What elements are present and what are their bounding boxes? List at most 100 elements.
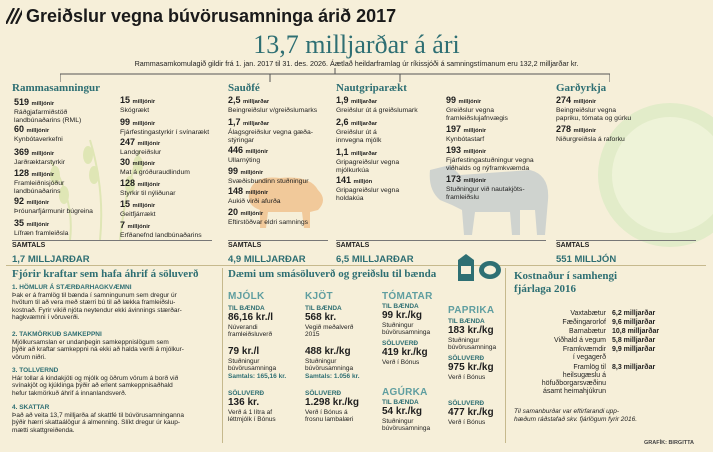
- ramma-item: 60 milljónir Kynbótaverkefni: [14, 124, 63, 144]
- nautgripa-item-value: 99 milljónir: [446, 95, 508, 107]
- budget-row-label: Viðhald á vegum: [553, 337, 606, 344]
- section-title-rammasamningur: Rammasamningur: [12, 82, 101, 94]
- nautgripa-item: 99 milljónir Greiðslur vegna framleiðsluja…: [446, 95, 508, 122]
- milk-carton-icon: [458, 254, 474, 281]
- soluverd-value: 136 kr.: [228, 397, 260, 408]
- item-label: Gripagreiðslur vegna: [336, 187, 400, 194]
- item-number: 35: [14, 218, 25, 228]
- item-number: 1,9: [336, 95, 349, 105]
- ramma-item-value: 128 milljónir: [14, 168, 64, 180]
- gardyrkja-item: 274 milljónir Beingreiðslur vegna papriku,…: [556, 95, 631, 122]
- ramma-item-value: 15 milljónir: [120, 199, 156, 211]
- item-label: Styrkir til nýliðunar: [120, 190, 176, 197]
- nautgripa-item: 2,6 milljarðar Greiðslur út á innvegna mjó…: [336, 117, 381, 144]
- item-label: Þróunarfjármunir búgreina: [14, 208, 93, 215]
- item-unit: milljarðar: [243, 121, 270, 127]
- item-label: Beingreiðslur v/greiðslumarks: [228, 107, 318, 114]
- item-label: Landgreiðslur: [120, 149, 162, 156]
- stud-desc: búvörusamninga: [228, 365, 277, 373]
- item-label: landbúnaðarins: [14, 187, 61, 195]
- item-label: Fjárfestingastuðningur vegna: [446, 157, 534, 164]
- force-body-line: Þak er á framlög til bænda í samningunum…: [12, 292, 177, 299]
- gardyrkja-item-value: 274 milljónir: [556, 95, 631, 107]
- budget-row-label: heilsugæslu á: [562, 372, 606, 379]
- soluverd-desc: Verð í Bónus: [382, 359, 420, 366]
- section-title-saudfe: Sauðfé: [228, 82, 260, 94]
- budget-row-value: 10,8 milljarðar: [612, 328, 660, 335]
- ramma-item: 99 milljónir Fjárfestingastyrkir í svínar…: [120, 117, 209, 137]
- soluverd-value: 1.298 kr./kg: [305, 397, 359, 408]
- ramma-item: 247 milljónir Landgreiðslur: [120, 137, 161, 157]
- force-body-line: Hár tollar á kindakjöti og mjólk og öðru…: [12, 375, 179, 382]
- til-baenda-desc: framleiðsluverð: [228, 331, 273, 339]
- budget-row-label: Fæðingarorlof: [562, 319, 606, 326]
- soluverd-label: SÖLUVERÐ: [448, 400, 485, 407]
- budget-row-value: 8,3 milljarðar: [612, 364, 656, 371]
- til-baenda-value: 568 kr.: [305, 312, 337, 323]
- soluverd-label: SÖLUVERÐ: [448, 355, 485, 362]
- item-unit: milljónir: [26, 222, 50, 228]
- forces-title: Fjórir kraftar sem hafa áhrif á söluverð: [12, 268, 199, 280]
- saudfe-item-value: 446 milljónir: [228, 145, 268, 157]
- item-unit: milljarðar: [351, 121, 378, 127]
- total-nautgripa: SAMTALS 6,5 MILLJARÐAR: [336, 240, 546, 267]
- item-label: Ráðgjafarmiðstöð: [14, 109, 68, 116]
- item-number: 193: [446, 145, 462, 155]
- budget-row-value: 9,6 milljarðar: [612, 319, 656, 326]
- stud-value: 79 kr./l: [228, 346, 260, 357]
- total-gardyrkja: SAMTALS 551 MILLJÓN: [556, 240, 696, 267]
- graphic-credit: GRAFÍK: BIRGITTA: [644, 440, 695, 446]
- item-unit: milljónir: [463, 178, 487, 184]
- soluverd-desc: léttmjólk í Bónus: [228, 416, 276, 424]
- item-label: landbúnaðarins (RML): [14, 116, 82, 124]
- item-label: framleiðslujafnvægis: [446, 114, 508, 122]
- nautgripa-item: 141 milljón Gripagreiðslur vegna holdakúa: [336, 175, 399, 202]
- force-heading: 2. TAKMÖRKUÐ SAMKEPPNI: [12, 331, 102, 338]
- item-unit: milljónir: [463, 149, 487, 155]
- force-body-line: þýðir að kraftar samkeppni ná ekki að ha…: [12, 346, 184, 354]
- budget-footnote: hæðum ráðstafað skv. fjárlögum fyrir 201…: [514, 416, 638, 423]
- stud-desc: búvörusamninga: [305, 365, 354, 373]
- item-unit: milljónir: [26, 200, 50, 206]
- item-label: Beingreiðslur vegna: [556, 107, 617, 114]
- til-baenda-desc: búvörusamninga: [382, 425, 431, 433]
- samtals-note: Samtals: 1.056 kr.: [305, 373, 360, 380]
- item-number: 99: [120, 117, 131, 127]
- budget-title: Kostnaður í samhengi fjárlaga 2016: [514, 270, 618, 295]
- soluverd-label: SÖLUVERÐ: [305, 390, 342, 397]
- saudfe-item-value: 148 milljónir: [228, 186, 281, 198]
- saudfe-item: 20 milljónir Eftirstöðvar eldri samnings: [228, 207, 308, 227]
- item-label: Eftirstöðvar eldri samnings: [228, 219, 309, 226]
- til-baenda-label: TIL BÆNDA: [448, 318, 485, 325]
- soluverd-desc: Verð á 1 lítra af: [228, 409, 273, 416]
- budget-row-label: í vegagerð: [572, 354, 606, 361]
- nautgripa-item: 197 milljónir Kynbótastarf: [446, 124, 486, 144]
- ramma-item: 519 milljónir Ráðgjafarmiðstöð landbúnaðar…: [14, 97, 81, 124]
- force-heading: 4. SKATTAR: [12, 404, 50, 411]
- samtals-note: Samtals: 165,16 kr.: [228, 373, 287, 380]
- gardyrkja-item: 278 milljónir Niðurgreiðsla á raforku: [556, 124, 625, 144]
- stud-desc: Stuðningur: [305, 358, 337, 365]
- nautgripa-item-value: 2,6 milljarðar: [336, 117, 381, 129]
- examples-title: Dæmi um smásöluverð og greiðslu til bænd…: [228, 268, 437, 280]
- ramma-item: 15 milljónir Geitfjárrækt: [120, 199, 156, 219]
- item-number: 1,1: [336, 147, 349, 157]
- soluverd-value: 419 kr./kg: [382, 347, 428, 358]
- item-label: papriku, tómata og gúrku: [556, 114, 632, 122]
- til-baenda-value: 86,16 kr./l: [228, 312, 274, 323]
- cucumber-illustration: [598, 103, 713, 247]
- item-label: innvegna mjólk: [336, 136, 382, 144]
- ramma-item: 35 milljónir Lífræn framleiðsla: [14, 218, 68, 238]
- item-label: Erfðanefnd landbúnaðarins: [120, 232, 202, 239]
- ramma-item-value: 7 milljónir: [120, 220, 202, 232]
- item-label: Fjárfestingastyrkir í svínarækt: [120, 129, 210, 136]
- meat-icon: [479, 261, 501, 279]
- item-label: Álagsgreiðslur vegna gæða-: [228, 129, 314, 136]
- budget-row-label: ásamt heimahjúkrun: [542, 388, 606, 395]
- til-baenda-value: 99 kr./kg: [382, 310, 423, 321]
- item-number: 15: [120, 199, 131, 209]
- nautgripa-item: 1,1 milljarðar Gripagreiðslur vegna mjólku…: [336, 147, 399, 174]
- nautgripa-item: 193 milljónir Fjárfestingastuðningur vegn…: [446, 145, 534, 172]
- item-unit: milljónir: [132, 161, 156, 167]
- item-label: holdakúa: [336, 194, 364, 202]
